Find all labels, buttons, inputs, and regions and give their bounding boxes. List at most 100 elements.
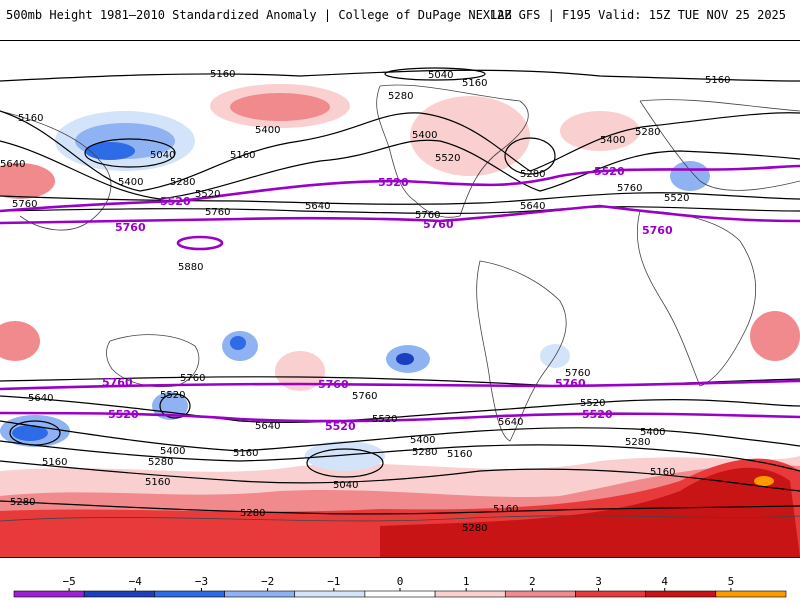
colorbar-swatch	[364, 590, 436, 598]
label-5640-d: 5640	[28, 393, 53, 404]
label-5400-f: 5400	[410, 435, 435, 446]
anomaly-map[interactable]: 5160 5040 5160 5160 5280 5160 5400 5400 …	[0, 40, 800, 558]
colorbar-swatch	[154, 590, 225, 598]
label-5160-c: 5160	[705, 75, 730, 86]
model-run-info: 12Z GFS | F195 Valid: 15Z TUE NOV 25 202…	[489, 8, 786, 22]
contour-5160-north	[0, 69, 800, 82]
label-5520-f: 5520	[372, 414, 397, 425]
contour-5760-north	[0, 206, 800, 214]
colorbar-tick-label: 4	[661, 575, 668, 588]
highlight-labels: 5520 5520 5520 5760 5760 5760 5760 5760 …	[102, 165, 673, 433]
label-5280-g: 5280	[148, 457, 173, 468]
colorbar-tick-label: −5	[62, 575, 75, 588]
colorbar-swatch	[224, 590, 296, 598]
label-5520-e: 5520	[580, 398, 605, 409]
label-5280-j: 5280	[462, 523, 487, 534]
label-5640-b: 5640	[305, 201, 330, 212]
label-5160-b: 5160	[462, 78, 487, 89]
colorbar-tick-label: 5	[728, 575, 735, 588]
colorbar-segments	[13, 590, 787, 598]
purple-label-5760-d: 5760	[102, 376, 133, 389]
southern-indian-negative-core	[12, 425, 48, 441]
contour-5280-antarctic	[0, 500, 800, 515]
label-5520-d: 5520	[160, 390, 185, 401]
label-5280-d: 5280	[170, 177, 195, 188]
contour-5040-southern-low	[306, 448, 384, 478]
purple-label-5760-b: 5760	[423, 218, 454, 231]
label-5400-d: 5400	[118, 177, 143, 188]
north-pacific-positive-core	[230, 93, 330, 121]
contour-5040-closed	[84, 138, 176, 168]
label-5520-b: 5520	[195, 189, 220, 200]
label-5160-h: 5160	[42, 457, 67, 468]
label-5640-c: 5640	[520, 201, 545, 212]
colorbar-svg: −5 −4 −3 −2 −1 0 1 2 3 4 5	[13, 575, 787, 598]
contour-southern-indian-low	[9, 420, 61, 446]
purple-5760-north	[0, 204, 800, 225]
label-5040-b: 5040	[150, 150, 175, 161]
contour-5160-south	[0, 460, 800, 492]
pacific-negative-b-core	[396, 353, 414, 365]
purple-label-5520-a: 5520	[378, 176, 409, 189]
label-5280-e: 5280	[625, 437, 650, 448]
south-anomaly-band-darkred	[380, 467, 800, 557]
purple-label-5760-c: 5760	[642, 224, 673, 237]
label-5280-h: 5280	[10, 497, 35, 508]
purple-label-5520-d: 5520	[108, 408, 139, 421]
colorbar-tick-label: 2	[529, 575, 536, 588]
colorbar-tick-label: 3	[595, 575, 602, 588]
label-5520-c: 5520	[664, 193, 689, 204]
label-5880-a: 5880	[178, 262, 203, 273]
contour-5280-north	[0, 110, 800, 192]
colorbar-tick-label: −3	[195, 575, 208, 588]
purple-label-5520-e: 5520	[325, 420, 356, 433]
contour-labels: 5160 5040 5160 5160 5280 5160 5400 5400 …	[0, 69, 730, 534]
colorbar-swatch	[645, 590, 717, 598]
contour-5640-south	[0, 395, 800, 423]
antarctic-orange-peak	[754, 476, 774, 486]
north-america-outline	[376, 84, 529, 218]
label-5400-a: 5400	[255, 125, 280, 136]
colorbar-tick-label: −4	[129, 575, 143, 588]
label-5280-a: 5280	[388, 91, 413, 102]
colorbar-tick-label: 1	[463, 575, 470, 588]
label-5640-a: 5640	[0, 159, 25, 170]
purple-5760-south	[0, 379, 800, 391]
purple-label-5760-a: 5760	[115, 221, 146, 234]
south-atlantic-positive	[750, 311, 800, 361]
pacific-positive-streak	[275, 351, 325, 391]
label-5760-e: 5760	[565, 368, 590, 379]
purple-5880-ring	[176, 235, 224, 251]
label-5160-j: 5160	[145, 477, 170, 488]
label-5160-e: 5160	[230, 150, 255, 161]
colorbar-tick-label: 0	[397, 575, 404, 588]
label-5400-g: 5400	[160, 446, 185, 457]
contour-5400-north	[0, 139, 800, 200]
purple-5520-south	[0, 411, 800, 423]
south-america-outline	[476, 260, 567, 442]
anomaly-colorbar: −5 −4 −3 −2 −1 0 1 2 3 4 5	[0, 565, 800, 600]
label-5520-a: 5520	[435, 153, 460, 164]
header: 500mb Height 1981–2010 Standardized Anom…	[0, 0, 800, 40]
label-5400-c: 5400	[600, 135, 625, 146]
map-svg: 5160 5040 5160 5160 5280 5160 5400 5400 …	[0, 67, 800, 557]
contour-5280-south	[0, 440, 800, 472]
north-atlantic-positive	[560, 111, 640, 151]
label-5280-c: 5280	[520, 169, 545, 180]
southern-pacific-negative	[305, 441, 385, 471]
height-contours	[0, 67, 800, 515]
label-5640-e: 5640	[498, 417, 523, 428]
colorbar-swatch	[715, 590, 787, 598]
label-5280-f: 5280	[412, 447, 437, 458]
label-5760-b: 5760	[12, 199, 37, 210]
label-5760-f: 5760	[180, 373, 205, 384]
purple-5520-north	[0, 164, 800, 213]
label-5160-i: 5160	[650, 467, 675, 478]
label-5760-g: 5760	[352, 391, 377, 402]
label-5040-a: 5040	[428, 70, 453, 81]
colorbar-swatch	[13, 590, 85, 598]
colorbar-swatch	[83, 590, 155, 598]
colorbar-swatch	[434, 590, 506, 598]
pacific-negative-a-core	[230, 336, 246, 350]
purple-label-5520-b: 5520	[594, 165, 625, 178]
